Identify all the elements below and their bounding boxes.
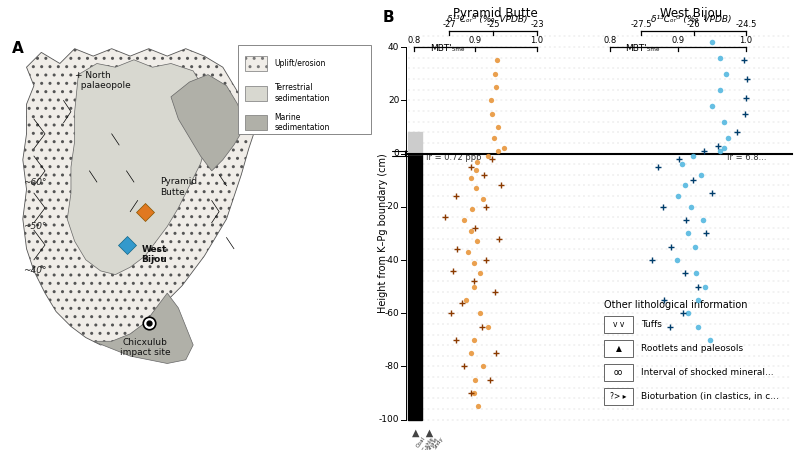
Text: oo: oo [614, 368, 623, 377]
Bar [407, 153, 422, 420]
FancyBboxPatch shape [238, 45, 371, 134]
Text: v v: v v [613, 320, 624, 329]
Text: Ir = 0.72 ppb: Ir = 0.72 ppb [426, 153, 482, 162]
Polygon shape [23, 49, 256, 345]
Text: MBT'₅ₘₑ: MBT'₅ₘₑ [430, 45, 466, 54]
Text: -20: -20 [385, 202, 399, 211]
Text: -26: -26 [687, 20, 701, 29]
Text: -27: -27 [442, 20, 456, 29]
Text: δ¹³Cₒᵣᴳ (‰ VPDB): δ¹³Cₒᵣᴳ (‰ VPDB) [446, 15, 527, 24]
Text: Terrestrial
sedimentation: Terrestrial sedimentation [274, 83, 330, 103]
Text: A: A [12, 41, 23, 56]
Polygon shape [171, 75, 245, 171]
Text: 0.8: 0.8 [603, 36, 617, 45]
Text: 20: 20 [388, 96, 399, 105]
Text: -100: -100 [378, 415, 399, 424]
Text: -25: -25 [486, 20, 500, 29]
Text: 40: 40 [388, 43, 399, 52]
Text: B: B [382, 10, 394, 25]
Text: Rootlets and paleosols: Rootlets and paleosols [642, 344, 743, 353]
Text: δ¹³Cₒᵣᴳ (‰ VPDB): δ¹³Cₒᵣᴳ (‰ VPDB) [651, 15, 732, 24]
Bar [407, 132, 422, 153]
Text: -60: -60 [385, 309, 399, 318]
Text: Interval of shocked mineral...: Interval of shocked mineral... [642, 368, 774, 377]
Text: Other lithological information: Other lithological information [604, 300, 747, 310]
Bar [604, 316, 633, 333]
Text: Sndy: Sndy [432, 436, 444, 450]
Text: C.shle: C.shle [422, 436, 435, 450]
Text: 0.9: 0.9 [469, 36, 482, 45]
Text: Uplift/erosion: Uplift/erosion [274, 59, 326, 68]
Text: ▲: ▲ [615, 344, 622, 353]
Text: -23: -23 [530, 20, 544, 29]
Text: -40: -40 [385, 256, 399, 265]
Text: 0: 0 [394, 149, 399, 158]
Text: Bioturbation (in clastics, in c...: Bioturbation (in clastics, in c... [642, 392, 779, 401]
Text: Chicxulub
impact site: Chicxulub impact site [120, 338, 170, 357]
Text: West
Bijou: West Bijou [142, 245, 167, 264]
Polygon shape [67, 60, 215, 274]
Text: 0.9: 0.9 [671, 36, 685, 45]
Text: -80: -80 [385, 362, 399, 371]
Text: Tuffs: Tuffs [642, 320, 662, 329]
Text: Coal: Coal [416, 436, 427, 449]
Text: Pyramid Butte: Pyramid Butte [453, 7, 538, 20]
Text: 0.8: 0.8 [407, 36, 421, 45]
Bar [604, 388, 633, 405]
Text: + North
  palaeopole: + North palaeopole [74, 71, 130, 90]
Text: -27.5: -27.5 [630, 20, 652, 29]
Text: Height from K–Pg boundary (cm): Height from K–Pg boundary (cm) [378, 153, 387, 313]
Bar [245, 115, 267, 130]
Bar [604, 364, 633, 381]
Text: 1.0: 1.0 [739, 36, 753, 45]
Text: Marine
sedimentation: Marine sedimentation [274, 113, 330, 132]
Text: ?> ▸: ?> ▸ [610, 392, 626, 401]
Text: Ir = 6.8...: Ir = 6.8... [727, 153, 766, 162]
Text: MBT'₅ₘₑ: MBT'₅ₘₑ [625, 45, 659, 54]
Text: ▲  ▲: ▲ ▲ [412, 428, 433, 438]
Bar [604, 340, 633, 357]
Text: ~40°: ~40° [23, 266, 46, 275]
Text: West Bijou: West Bijou [661, 7, 722, 20]
Text: Pyramid
Butte: Pyramid Butte [160, 177, 197, 197]
Bar [245, 56, 267, 71]
Polygon shape [93, 293, 193, 364]
Text: ~50°: ~50° [23, 222, 46, 231]
Text: Shale: Shale [427, 436, 440, 450]
Text: 1.0: 1.0 [530, 36, 544, 45]
Bar [245, 86, 267, 100]
Text: ~60°: ~60° [23, 177, 46, 186]
Text: -24.5: -24.5 [735, 20, 757, 29]
